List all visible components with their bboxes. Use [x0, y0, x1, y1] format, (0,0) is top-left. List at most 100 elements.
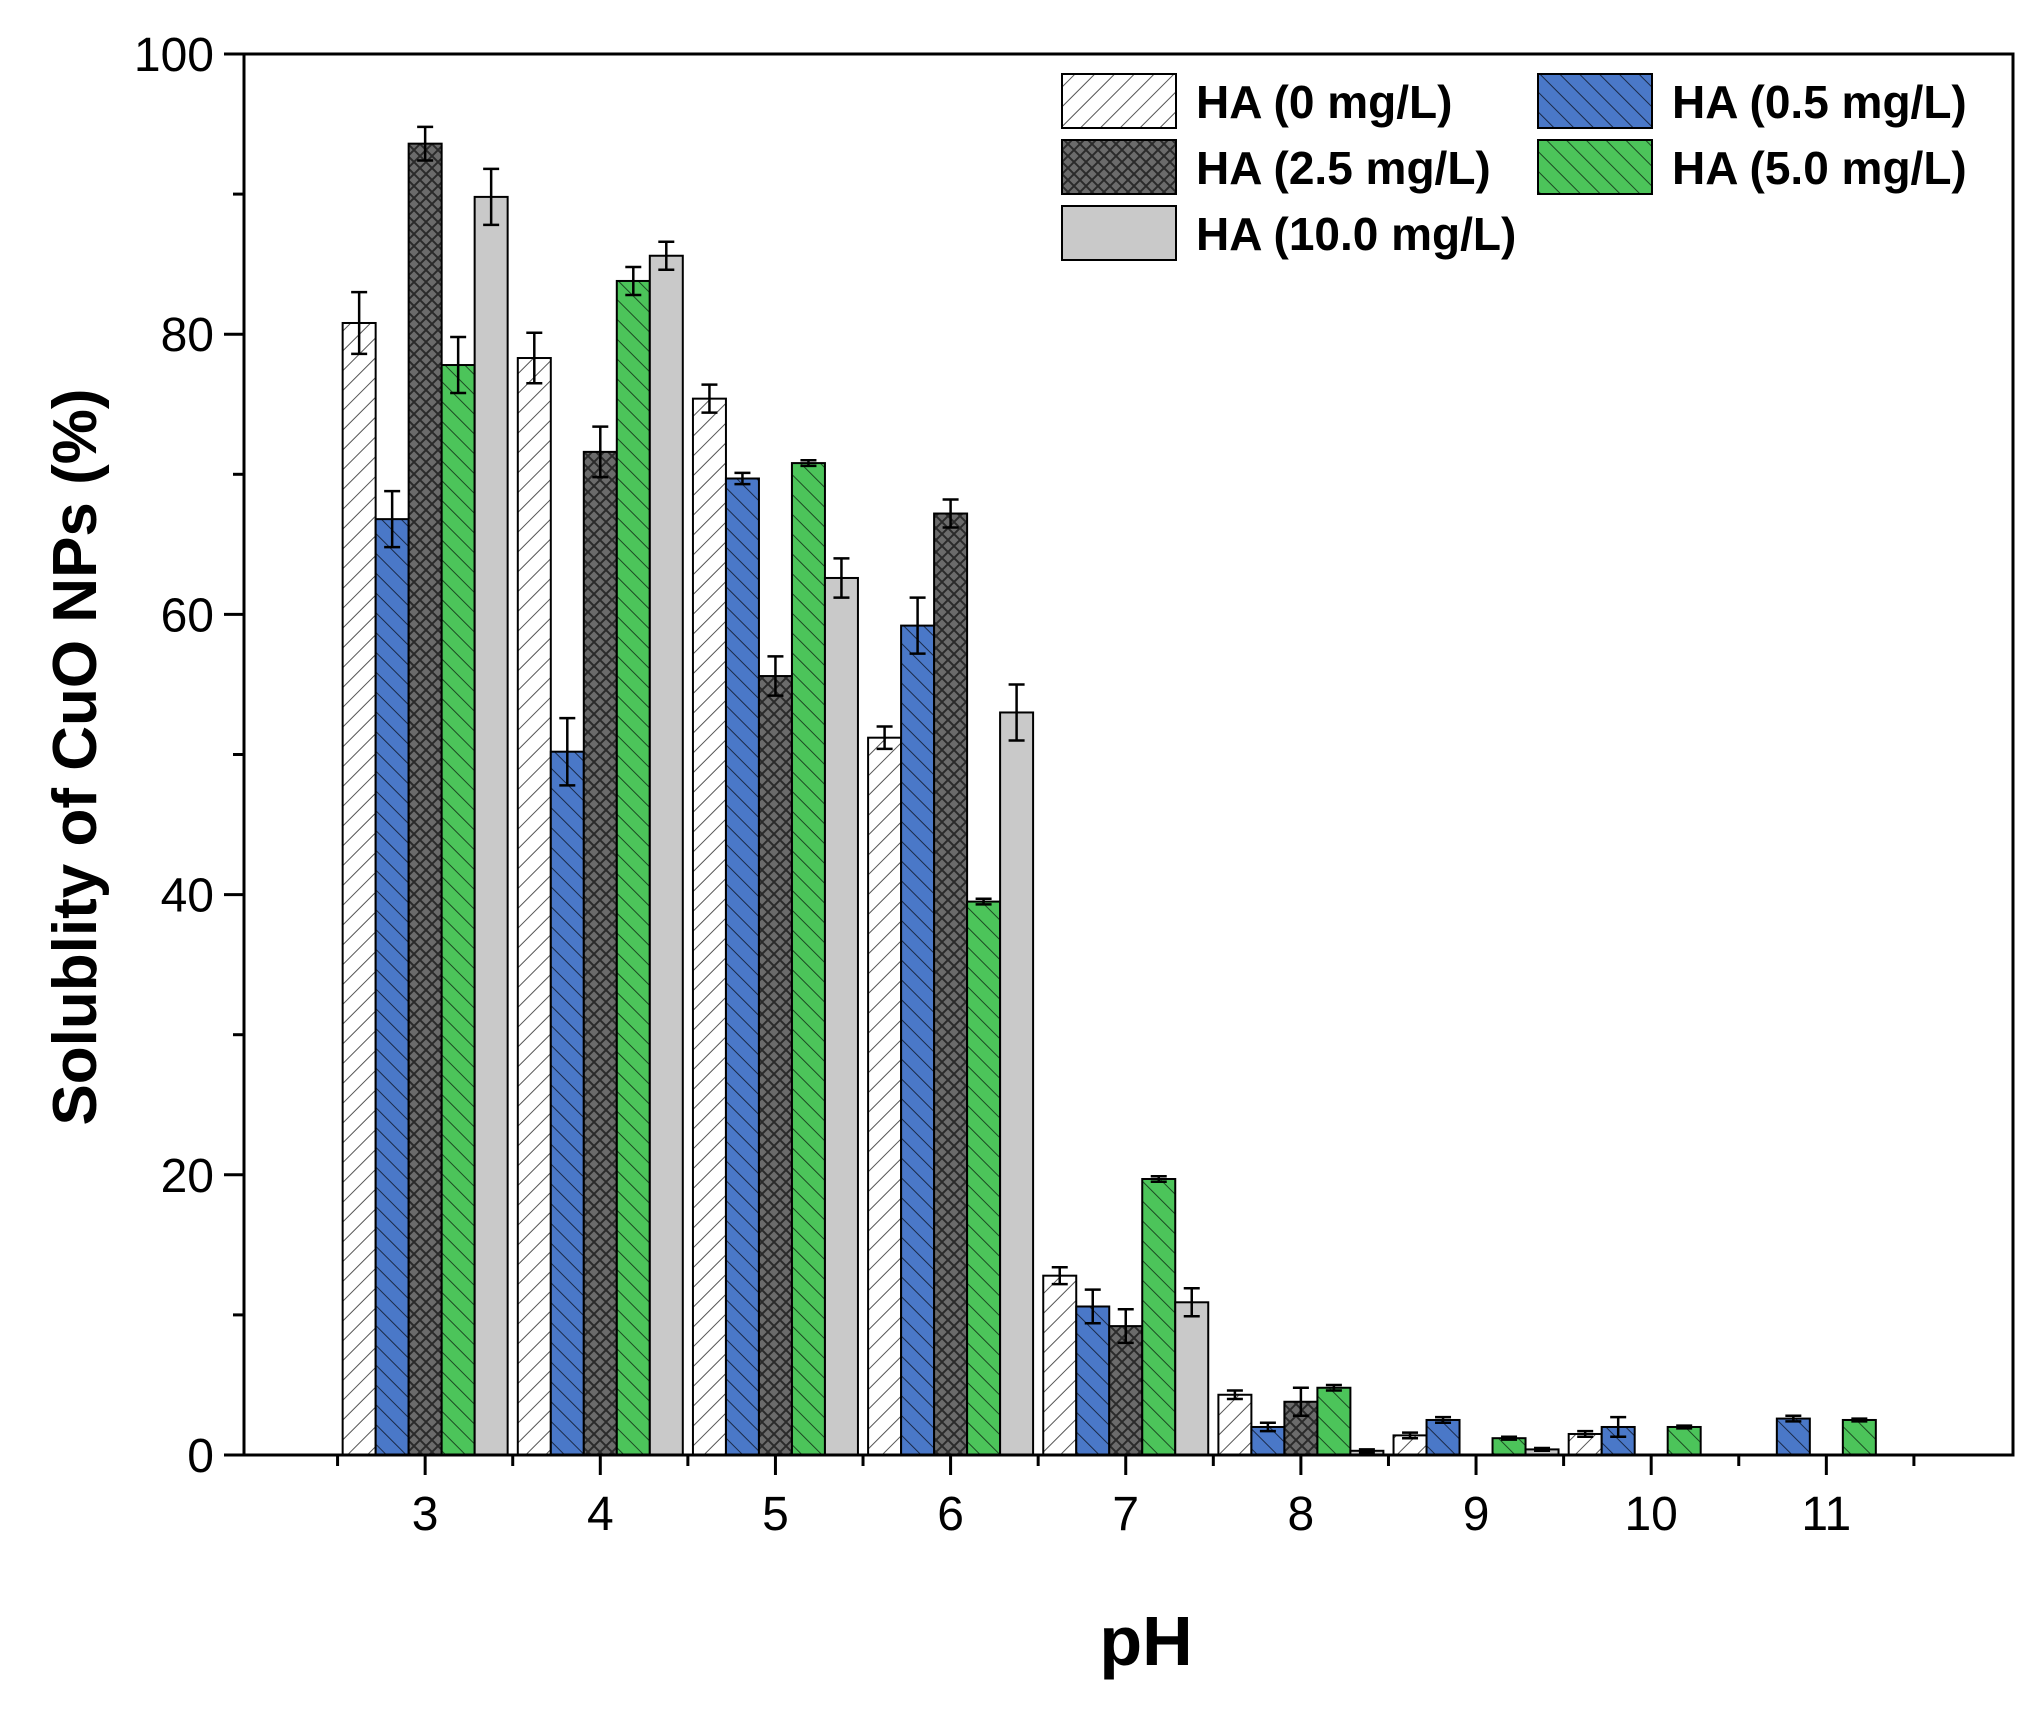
plot-area — [341, 125, 1877, 1457]
bar-ha-5-0-mg-l--ph-4 — [615, 279, 651, 1456]
error-bar-ha-10-0-mg-l--ph-4 — [658, 240, 675, 272]
x-tick-label: 10 — [1624, 1488, 1677, 1541]
error-bar-ha-2-5-mg-l--ph-8 — [1292, 1386, 1309, 1418]
bar-ha-0-mg-l--ph-5 — [691, 397, 727, 1456]
legend-swatch — [1061, 205, 1177, 261]
x-axis-ticks: 3 4 5 6 7 8 9 10 11 — [336, 1455, 1916, 1541]
y-axis-title: Solublity of CuO NPs (%) — [41, 388, 110, 1125]
bar-ha-2-5-mg-l--ph-5 — [757, 675, 793, 1456]
error-bar-ha-0-5-mg-l--ph-6 — [909, 596, 926, 655]
bar-ha-0-5-mg-l--ph-11 — [1775, 1417, 1811, 1456]
y-axis-ticks: 0 20 40 60 80 100 — [134, 29, 244, 1483]
error-bar-ha-5-0-mg-l--ph-4 — [625, 265, 642, 297]
bar-ha-0-mg-l--ph-7 — [1042, 1274, 1078, 1456]
y-tick-label: 0 — [187, 1430, 214, 1483]
error-bar-ha-0-mg-l--ph-8 — [1226, 1389, 1243, 1401]
error-bar-ha-0-5-mg-l--ph-3 — [384, 489, 401, 549]
bar-ha-0-5-mg-l--ph-4 — [549, 750, 585, 1456]
error-bar-ha-0-5-mg-l--ph-7 — [1084, 1288, 1101, 1325]
x-tick-label: 7 — [1112, 1488, 1139, 1541]
bar-ha-0-5-mg-l--ph-5 — [724, 477, 760, 1456]
x-tick-label: 5 — [762, 1488, 789, 1541]
bar-ha-10-0-mg-l--ph-4 — [648, 254, 684, 1456]
y-tick-label: 20 — [161, 1150, 214, 1203]
legend: HA (0 mg/L) HA (0.5 mg/L) HA (2.5 mg/L) HA … — [1061, 73, 1967, 261]
plot-frame — [242, 52, 2015, 1457]
bar-ha-2-5-mg-l--ph-4 — [582, 450, 618, 1457]
error-bar-ha-0-5-mg-l--ph-11 — [1785, 1414, 1802, 1423]
error-bar-ha-10-0-mg-l--ph-7 — [1183, 1287, 1200, 1318]
bar-ha-0-mg-l--ph-3 — [341, 321, 377, 1457]
bars-layer — [341, 142, 1877, 1457]
error-bar-ha-5-0-mg-l--ph-5 — [800, 459, 817, 468]
bar-ha-10-0-mg-l--ph-5 — [823, 576, 859, 1456]
error-bars-layer — [351, 125, 1868, 1454]
bar-ha-0-5-mg-l--ph-3 — [374, 518, 410, 1456]
error-bar-ha-0-mg-l--ph-5 — [701, 383, 718, 414]
x-tick-label: 3 — [412, 1488, 439, 1541]
error-bar-ha-0-5-mg-l--ph-4 — [559, 716, 576, 787]
x-tick-label: 4 — [587, 1488, 614, 1541]
legend-label: HA (10.0 mg/L) — [1196, 208, 1516, 260]
bar-ha-5-0-mg-l--ph-8 — [1316, 1386, 1352, 1456]
bar-ha-5-0-mg-l--ph-3 — [440, 364, 476, 1457]
bar-ha-0-5-mg-l--ph-7 — [1075, 1305, 1111, 1457]
bar-ha-0-mg-l--ph-4 — [516, 357, 552, 1457]
x-tick-label: 6 — [937, 1488, 964, 1541]
error-bar-ha-0-mg-l--ph-6 — [876, 725, 893, 751]
error-bar-ha-5-0-mg-l--ph-11 — [1851, 1417, 1868, 1423]
error-bar-ha-10-0-mg-l--ph-5 — [833, 557, 850, 599]
y-tick-label: 100 — [134, 29, 214, 82]
legend-swatch — [1537, 139, 1653, 195]
error-bar-ha-0-5-mg-l--ph-8 — [1259, 1421, 1276, 1433]
bar-ha-0-mg-l--ph-8 — [1217, 1393, 1253, 1456]
legend-swatch — [1537, 73, 1653, 129]
error-bar-ha-10-0-mg-l--ph-3 — [483, 167, 500, 227]
error-bar-ha-10-0-mg-l--ph-6 — [1008, 683, 1025, 742]
error-bar-ha-0-mg-l--ph-9 — [1402, 1431, 1419, 1440]
y-tick-label: 60 — [161, 589, 214, 642]
bar-ha-5-0-mg-l--ph-10 — [1666, 1425, 1702, 1456]
error-bar-ha-5-0-mg-l--ph-8 — [1325, 1383, 1342, 1392]
error-bar-ha-2-5-mg-l--ph-3 — [417, 125, 434, 162]
error-bar-ha-5-0-mg-l--ph-9 — [1501, 1435, 1518, 1441]
bar-ha-2-5-mg-l--ph-6 — [933, 512, 969, 1456]
bar-ha-5-0-mg-l--ph-7 — [1141, 1178, 1177, 1457]
bar-ha-5-0-mg-l--ph-5 — [790, 462, 826, 1457]
x-tick-label: 9 — [1463, 1488, 1490, 1541]
error-bar-ha-2-5-mg-l--ph-4 — [592, 425, 609, 479]
error-bar-ha-0-mg-l--ph-7 — [1051, 1266, 1068, 1286]
bar-ha-0-mg-l--ph-6 — [867, 736, 903, 1456]
error-bar-ha-0-mg-l--ph-10 — [1577, 1429, 1594, 1439]
error-bar-ha-5-0-mg-l--ph-6 — [975, 897, 992, 906]
error-bar-ha-0-5-mg-l--ph-10 — [1610, 1415, 1627, 1439]
legend-swatch — [1061, 73, 1177, 129]
x-tick-label: 8 — [1288, 1488, 1315, 1541]
bar-ha-0-5-mg-l--ph-6 — [900, 624, 936, 1456]
legend-label: HA (0 mg/L) — [1196, 76, 1452, 128]
error-bar-ha-0-5-mg-l--ph-9 — [1435, 1415, 1452, 1425]
error-bar-ha-10-0-mg-l--ph-9 — [1534, 1446, 1551, 1453]
bar-ha-10-0-mg-l--ph-3 — [473, 195, 509, 1457]
y-tick-label: 80 — [161, 309, 214, 362]
x-tick-label: 11 — [1801, 1488, 1851, 1541]
error-bar-ha-2-5-mg-l--ph-7 — [1117, 1308, 1134, 1345]
error-bar-ha-2-5-mg-l--ph-5 — [767, 655, 784, 697]
bar-ha-10-0-mg-l--ph-7 — [1174, 1301, 1210, 1457]
legend-label: HA (2.5 mg/L) — [1196, 142, 1491, 194]
error-bar-ha-5-0-mg-l--ph-10 — [1676, 1424, 1693, 1430]
y-tick-label: 40 — [161, 870, 214, 923]
error-bar-ha-5-0-mg-l--ph-7 — [1150, 1174, 1167, 1184]
error-bar-ha-2-5-mg-l--ph-6 — [942, 498, 959, 529]
error-bar-ha-5-0-mg-l--ph-3 — [450, 335, 467, 395]
bar-ha-5-0-mg-l--ph-6 — [966, 900, 1002, 1456]
error-bar-ha-10-0-mg-l--ph-8 — [1358, 1448, 1375, 1454]
error-bar-ha-0-mg-l--ph-3 — [351, 290, 368, 356]
legend-swatch — [1061, 139, 1177, 195]
error-bar-ha-0-mg-l--ph-4 — [526, 331, 543, 385]
x-axis-title: pH — [1099, 1602, 1192, 1680]
bar-ha-2-5-mg-l--ph-7 — [1108, 1325, 1144, 1457]
bar-ha-5-0-mg-l--ph-11 — [1841, 1418, 1877, 1456]
legend-label: HA (0.5 mg/L) — [1672, 76, 1967, 128]
